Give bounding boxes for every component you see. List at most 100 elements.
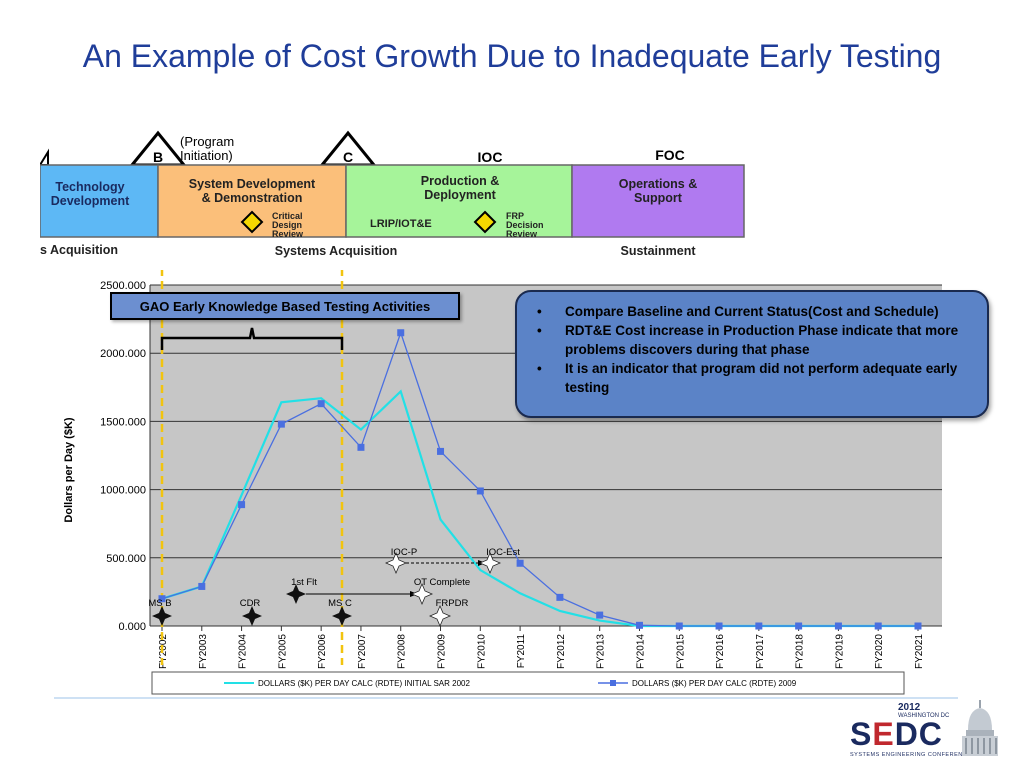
frp-decision-diamond bbox=[473, 210, 497, 234]
msc-star bbox=[332, 606, 352, 626]
callout-main-bullet: Compare Baseline and Current Status(Cost… bbox=[537, 302, 975, 321]
data-point bbox=[198, 582, 206, 590]
y-tick-label: 2500.000 bbox=[100, 280, 146, 292]
data-point bbox=[516, 559, 524, 567]
legend-initial-label: DOLLARS ($K) PER DAY CALC (RDTE) INITIAL… bbox=[258, 679, 470, 688]
y-axis-label: Dollars per Day ($K) bbox=[63, 417, 75, 522]
data-point bbox=[834, 622, 842, 630]
x-tick-label: FY2017 bbox=[755, 634, 766, 669]
sustainment-label: Sustainment bbox=[620, 244, 696, 258]
cdr-star bbox=[242, 606, 262, 626]
msc-label: MS C bbox=[328, 598, 352, 609]
logo-year: 2012 bbox=[898, 702, 921, 713]
ioc-est-star bbox=[478, 551, 502, 575]
legend-2009-label: DOLLARS ($K) PER DAY CALC (RDTE) 2009 bbox=[632, 679, 797, 688]
y-tick-label: 0.000 bbox=[118, 621, 146, 633]
msb-star bbox=[152, 606, 172, 626]
y-tick-label: 2000.000 bbox=[100, 348, 146, 360]
data-point bbox=[158, 595, 166, 603]
page-title: An Example of Cost Growth Due to Inadequ… bbox=[82, 38, 942, 74]
series-line-1 bbox=[161, 330, 918, 627]
callout-sub-bullet-1: RDT&E Cost increase in Production Phase … bbox=[537, 321, 975, 359]
legend-box bbox=[151, 671, 905, 695]
data-point bbox=[715, 622, 723, 630]
data-point bbox=[675, 622, 683, 630]
gao-testing-label: GAO Early Knowledge Based Testing Activi… bbox=[110, 292, 460, 320]
y-tick-label: 1000.000 bbox=[100, 485, 146, 497]
data-point bbox=[437, 447, 445, 455]
milestone-b-label: B bbox=[153, 149, 163, 165]
cdr-label: CDR bbox=[240, 598, 261, 609]
lrip-label: LRIP/IOT&E bbox=[370, 218, 432, 230]
first-flight-label: 1st Flt bbox=[291, 577, 317, 588]
y-tick-label: 500.000 bbox=[106, 553, 146, 565]
x-tick-label: FY2018 bbox=[795, 634, 806, 669]
ioc-p-star bbox=[384, 551, 408, 575]
capitol-dome-icon bbox=[962, 700, 998, 756]
x-tick-label: FY2015 bbox=[675, 634, 686, 669]
phase-ops-box bbox=[571, 164, 745, 238]
data-point bbox=[238, 501, 246, 509]
x-tick-labels: FY2002 FY2003 FY2004 FY2005 FY2006 FY2007 FY20… bbox=[158, 626, 925, 669]
logo-city: WASHINGTON DC bbox=[898, 713, 950, 719]
x-tick-label: FY2020 bbox=[874, 634, 885, 669]
x-tick-label: FY2004 bbox=[238, 634, 249, 669]
data-point bbox=[357, 443, 365, 451]
y-tick-label: 1500.000 bbox=[100, 416, 146, 428]
milestone-b-note: (Program Initiation) bbox=[180, 134, 238, 163]
acquisition-lifecycle-diagram: B (Program Initiation) C IOC FOC Technol… bbox=[40, 130, 745, 258]
data-point bbox=[277, 420, 285, 428]
msb-label: MS B bbox=[148, 598, 171, 609]
data-point bbox=[914, 622, 922, 630]
event-annotations: MS B CDR 1st Flt MS C OT Complete FRPDR … bbox=[148, 547, 520, 628]
data-point bbox=[476, 487, 484, 495]
data-point bbox=[635, 621, 643, 629]
x-tick-label: FY2008 bbox=[397, 634, 408, 669]
logo-sub: SYSTEMS ENGINEERING CONFERENCE bbox=[850, 752, 972, 758]
milestone-c-label: C bbox=[343, 149, 353, 165]
y-tick-labels: 0.000 500.000 1000.000 1500.000 2000.000 2500… bbox=[100, 280, 146, 633]
systems-acquisition-label: Systems Acquisition bbox=[275, 244, 398, 258]
ioc-est-label: IOC-Est bbox=[486, 547, 520, 558]
x-tick-label: FY2007 bbox=[357, 634, 368, 669]
frp-decision-label: FRP Decision Review bbox=[506, 211, 544, 239]
callout-box: Compare Baseline and Current Status(Cost… bbox=[515, 290, 989, 418]
x-tick-label: FY2011 bbox=[516, 634, 527, 669]
sedc-logo: 2012 WASHINGTON DC SEDC SYSTEMS ENGINEER… bbox=[848, 700, 998, 760]
milestone-a-triangle bbox=[40, 148, 49, 166]
phase-prod-label: Production & Deployment bbox=[421, 174, 499, 202]
phase-prod-box bbox=[345, 164, 573, 238]
x-tick-label: FY2002 bbox=[158, 634, 169, 669]
first-flight-star bbox=[286, 584, 306, 604]
x-tick-label: FY2016 bbox=[715, 634, 726, 669]
legend-marker-2009 bbox=[610, 680, 616, 686]
x-tick-label: FY2005 bbox=[277, 634, 288, 669]
data-point bbox=[874, 622, 882, 630]
data-point bbox=[596, 611, 604, 619]
ot-complete-star bbox=[410, 582, 434, 606]
ot-complete-label: OT Complete bbox=[414, 577, 470, 588]
ioc-label: IOC bbox=[478, 149, 503, 165]
callout-sub-bullet-2: It is an indicator that program did not … bbox=[537, 359, 975, 397]
foc-label: FOC bbox=[655, 147, 685, 163]
data-point bbox=[397, 329, 405, 337]
x-tick-label: FY2019 bbox=[834, 634, 845, 669]
data-point bbox=[795, 622, 803, 630]
x-tick-label: FY2009 bbox=[437, 634, 448, 669]
gao-bracket bbox=[160, 327, 344, 350]
x-tick-label: FY2006 bbox=[317, 634, 328, 669]
data-point bbox=[755, 622, 763, 630]
x-tick-label: FY2010 bbox=[476, 634, 487, 669]
frpdr-star bbox=[428, 604, 452, 628]
frpdr-label: FRPDR bbox=[436, 598, 469, 609]
critical-design-review-diamond bbox=[240, 210, 264, 234]
phase-tech-label: Technology Development bbox=[51, 180, 130, 208]
acquisition-pre-label: s Acquisition bbox=[40, 243, 118, 257]
x-tick-label: FY2003 bbox=[198, 634, 209, 669]
ioc-p-label: IOC-P bbox=[391, 547, 417, 558]
phase-ops-label: Operations & Support bbox=[619, 177, 698, 205]
logo-main: SEDC bbox=[850, 716, 943, 752]
phase-sdd-label: System Development & Demonstration bbox=[189, 177, 316, 205]
x-tick-label: FY2021 bbox=[914, 634, 925, 669]
data-point bbox=[317, 400, 325, 408]
